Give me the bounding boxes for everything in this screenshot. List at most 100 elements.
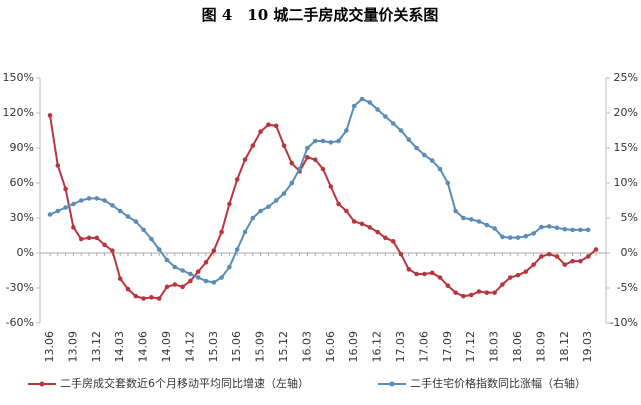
x-tick-label: 15.06 — [230, 331, 243, 363]
point — [78, 198, 84, 203]
point — [492, 226, 497, 231]
point — [461, 215, 466, 221]
point — [398, 128, 404, 133]
legend-marker — [389, 381, 395, 387]
point — [203, 278, 209, 284]
point — [328, 184, 334, 189]
point — [188, 278, 193, 284]
point — [94, 196, 100, 201]
point — [102, 242, 107, 248]
point — [336, 138, 341, 144]
point — [414, 271, 419, 277]
point — [437, 166, 443, 172]
point — [453, 208, 458, 214]
x-tick-label: 17.09 — [441, 331, 454, 363]
point — [266, 122, 271, 127]
point — [359, 221, 365, 227]
point — [507, 275, 513, 280]
x-tick-label: 17.03 — [394, 331, 407, 363]
point — [398, 251, 404, 257]
y2-tick-label: 15% — [614, 141, 638, 154]
point — [234, 177, 240, 182]
point — [539, 224, 544, 230]
y2-tick-label: -10% — [610, 316, 638, 329]
point — [390, 239, 396, 244]
point — [585, 254, 591, 259]
point — [492, 290, 497, 295]
x-tick-label: 15.03 — [207, 331, 220, 363]
y-tick-label: 60% — [10, 176, 34, 189]
point — [515, 272, 521, 278]
point — [188, 271, 193, 277]
point — [102, 198, 107, 203]
point — [351, 219, 357, 224]
point — [476, 289, 482, 294]
point — [546, 224, 552, 229]
x-tick-label: 16.12 — [371, 331, 384, 363]
point — [546, 251, 552, 257]
point — [117, 276, 123, 281]
point — [422, 152, 427, 158]
point — [172, 282, 178, 287]
point — [367, 100, 373, 105]
point — [149, 295, 154, 300]
point — [258, 208, 263, 214]
point — [211, 248, 217, 253]
point — [86, 235, 92, 241]
point — [234, 247, 240, 252]
point — [117, 208, 123, 214]
point — [164, 284, 170, 290]
point — [390, 121, 396, 126]
x-tick-label: 14.06 — [137, 331, 150, 363]
y-tick-label: 0% — [17, 246, 34, 259]
point — [562, 262, 568, 267]
point — [133, 293, 139, 299]
x-tick-label: 19.03 — [581, 331, 594, 363]
point — [47, 113, 53, 118]
point — [375, 107, 380, 112]
x-tick-label: 13.12 — [90, 331, 103, 363]
chart-title: 图 4 10 城二手房成交量价关系图 — [202, 6, 439, 24]
point — [351, 103, 357, 109]
point — [172, 264, 178, 270]
point — [468, 292, 474, 298]
x-tick-label: 14.09 — [160, 331, 173, 363]
point — [383, 114, 388, 119]
point — [406, 267, 412, 272]
point — [110, 248, 115, 253]
point — [312, 138, 318, 144]
point — [570, 258, 575, 264]
y2-tick-label: 25% — [614, 71, 638, 84]
point — [445, 283, 451, 288]
point — [578, 258, 583, 264]
point — [429, 158, 435, 163]
point — [539, 254, 544, 259]
point — [55, 208, 61, 214]
point — [125, 214, 131, 219]
y-tick-label: 30% — [10, 211, 34, 224]
x-tick-label: 18.12 — [558, 331, 571, 363]
point — [180, 284, 185, 290]
point — [266, 204, 271, 210]
point — [227, 264, 232, 270]
y-tick-label: 90% — [10, 141, 34, 154]
point — [500, 234, 505, 240]
y2-tick-label: -5% — [617, 281, 638, 294]
point — [110, 203, 115, 208]
point — [305, 145, 310, 151]
point — [344, 128, 349, 133]
point — [195, 275, 201, 280]
point — [312, 157, 318, 162]
point — [414, 145, 419, 151]
y-tick-label: 120% — [3, 106, 34, 119]
y2-tick-label: 20% — [614, 106, 638, 119]
x-tick-label: 14.12 — [183, 331, 196, 363]
point — [359, 96, 365, 102]
point — [281, 191, 287, 196]
x-tick-label: 17.06 — [417, 331, 430, 363]
point — [523, 233, 529, 239]
point — [336, 201, 341, 207]
legend-label: 二手住宅价格指数同比涨幅（右轴） — [410, 376, 586, 390]
point — [367, 225, 373, 230]
y-tick-label: 150% — [3, 71, 34, 84]
